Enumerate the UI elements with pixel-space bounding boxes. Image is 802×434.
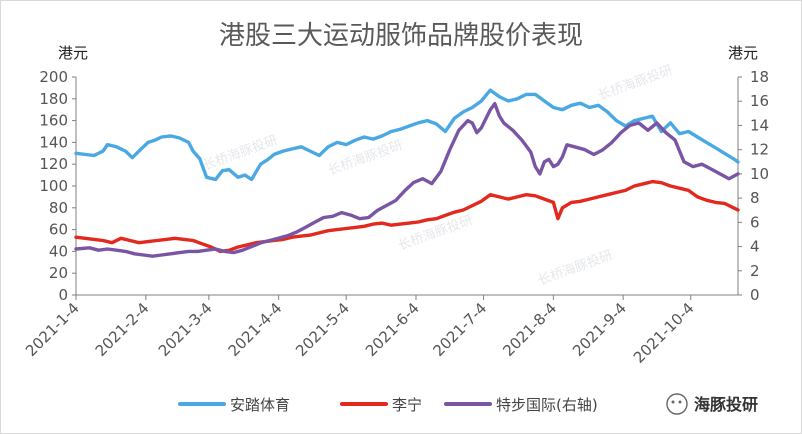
left-tick-label: 200 <box>39 68 68 86</box>
series-group <box>74 88 740 258</box>
right-tick-label: 10 <box>750 165 769 183</box>
left-tick-label: 160 <box>39 112 68 130</box>
chart-title: 港股三大运动服饰品牌股价表现 <box>219 21 583 51</box>
left-tick-label: 0 <box>58 286 68 304</box>
legend-label: 特步国际(右轴) <box>496 396 598 414</box>
left-tick-label: 80 <box>49 199 68 217</box>
left-tick-label: 120 <box>39 155 68 173</box>
wechat-icon-eye <box>678 400 682 404</box>
right-tick-label: 6 <box>750 213 760 231</box>
right-tick-label: 12 <box>750 141 769 159</box>
wechat-icon-eye <box>671 400 675 404</box>
left-tick-label: 180 <box>39 90 68 108</box>
left-tick-label: 20 <box>49 264 68 282</box>
legend-label: 安踏体育 <box>230 396 290 414</box>
brand-logo: 海豚投研 <box>666 393 758 415</box>
right-tick-label: 14 <box>750 116 769 134</box>
brand-name: 海豚投研 <box>694 395 758 414</box>
right-tick-label: 18 <box>750 68 769 86</box>
left-tick-label: 40 <box>49 242 68 260</box>
right-tick-label: 16 <box>750 92 769 110</box>
left-tick-label: 100 <box>39 177 68 195</box>
right-tick-label: 8 <box>750 189 760 207</box>
left-tick-label: 60 <box>49 221 68 239</box>
axes-group: 0 20 40 60 80 100 120 140 160 180 200 0 2 4 6 8 10 12 14 16… <box>39 68 769 304</box>
legend-label: 李宁 <box>392 396 422 414</box>
right-axis-unit: 港元 <box>728 44 758 62</box>
series-line <box>74 179 740 254</box>
series-line <box>74 101 740 258</box>
right-tick-label: 4 <box>750 238 760 256</box>
right-tick-label: 2 <box>750 262 760 280</box>
series-line <box>74 88 740 182</box>
left-tick-label: 140 <box>39 133 68 151</box>
left-axis-unit: 港元 <box>58 44 88 62</box>
right-tick-label: 0 <box>750 286 760 304</box>
wechat-icon <box>666 393 688 415</box>
legend: 安踏体育 李宁 特步国际(右轴) <box>178 396 598 414</box>
